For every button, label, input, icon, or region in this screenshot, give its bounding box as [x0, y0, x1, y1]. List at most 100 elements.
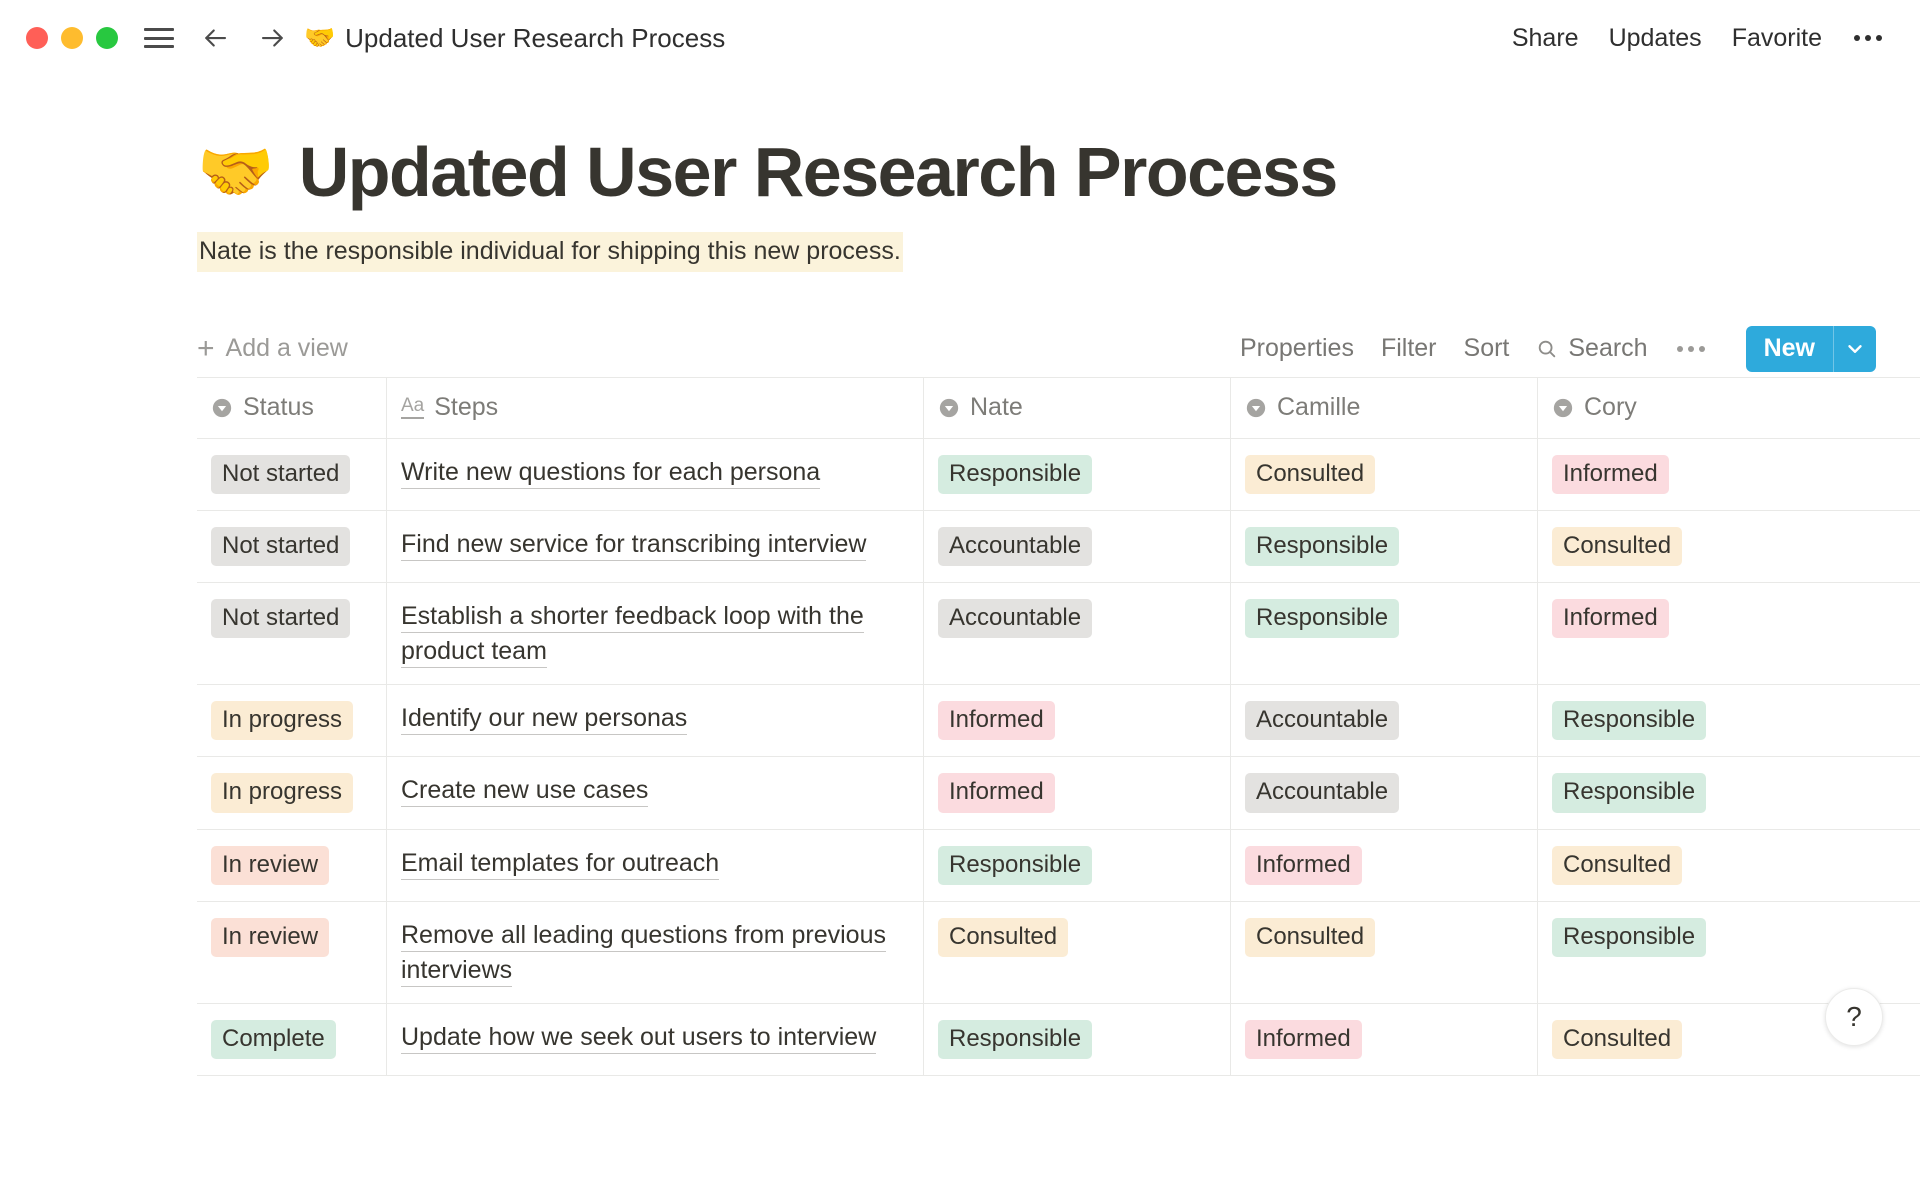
minimize-window-button[interactable] — [61, 27, 83, 49]
cell-status[interactable]: Not started — [197, 510, 387, 583]
cell-status[interactable]: Complete — [197, 1004, 387, 1076]
step-title-link[interactable]: Email templates for outreach — [401, 846, 720, 881]
cell-cory[interactable]: Consulted — [1538, 1004, 1920, 1075]
raci-badge-cory[interactable]: Consulted — [1552, 526, 1683, 567]
breadcrumb[interactable]: 🤝 Updated User Research Process — [304, 23, 725, 54]
step-title-link[interactable]: Remove all leading questions from previo… — [401, 918, 909, 987]
cell-steps[interactable]: Create new use cases — [387, 757, 924, 829]
cell-cory[interactable]: Responsible — [1538, 757, 1920, 828]
cell-nate[interactable]: Responsible — [924, 438, 1231, 510]
raci-badge-nate[interactable]: Responsible — [938, 845, 1093, 886]
search-button[interactable]: Search — [1536, 334, 1648, 363]
table-row[interactable]: In review Remove all leading questions fr… — [197, 902, 1920, 1005]
cell-cory[interactable]: Informed — [1538, 583, 1920, 684]
raci-badge-camille[interactable]: Accountable — [1245, 701, 1400, 741]
raci-badge-camille[interactable]: Responsible — [1245, 526, 1400, 567]
help-button[interactable]: ? — [1825, 988, 1883, 1047]
raci-badge-cory[interactable]: Responsible — [1552, 773, 1707, 813]
cell-camille[interactable]: Informed — [1231, 829, 1538, 902]
table-column-header-cory[interactable]: Cory — [1538, 378, 1920, 438]
cell-nate[interactable]: Informed — [924, 685, 1231, 757]
raci-badge-camille[interactable]: Informed — [1245, 1020, 1362, 1060]
table-row[interactable]: Not started Find new service for transcri… — [197, 510, 1920, 584]
cell-camille[interactable]: Accountable — [1231, 685, 1538, 757]
cell-nate[interactable]: Informed — [924, 757, 1231, 829]
cell-status[interactable]: In progress — [197, 685, 387, 757]
cell-status[interactable]: In review — [197, 829, 387, 902]
hamburger-menu-icon[interactable] — [144, 26, 174, 50]
status-badge[interactable]: In progress — [211, 773, 354, 813]
filter-button[interactable]: Filter — [1380, 334, 1437, 362]
add-view-button[interactable]: + Add a view — [197, 333, 348, 364]
table-column-header-steps[interactable]: Aa Steps — [387, 377, 924, 438]
cell-steps[interactable]: Update how we seek out users to intervie… — [387, 1004, 924, 1076]
cell-cory[interactable]: Consulted — [1538, 511, 1920, 582]
arrow-left-icon[interactable] — [198, 21, 232, 55]
table-row[interactable]: Complete Update how we seek out users to … — [197, 1004, 1920, 1077]
step-title-link[interactable]: Identify our new personas — [401, 701, 688, 736]
raci-badge-nate[interactable]: Informed — [938, 773, 1055, 813]
cell-steps[interactable]: Remove all leading questions from previo… — [387, 902, 924, 1004]
cell-nate[interactable]: Responsible — [924, 1004, 1231, 1076]
status-badge[interactable]: In review — [211, 918, 330, 958]
properties-button[interactable]: Properties — [1240, 334, 1354, 362]
step-title-link[interactable]: Create new use cases — [401, 773, 649, 808]
raci-badge-cory[interactable]: Responsible — [1552, 918, 1707, 958]
status-badge[interactable]: Complete — [211, 1020, 336, 1060]
raci-badge-cory[interactable]: Consulted — [1552, 1020, 1683, 1060]
page-title[interactable]: 🤝 Updated User Research Process — [197, 135, 1920, 210]
close-window-button[interactable] — [26, 27, 48, 49]
step-title-link[interactable]: Write new questions for each persona — [401, 455, 821, 490]
table-row[interactable]: In progress Create new use cases Informed A… — [197, 757, 1920, 830]
cell-steps[interactable]: Email templates for outreach — [387, 829, 924, 902]
cell-status[interactable]: In progress — [197, 757, 387, 829]
step-title-link[interactable]: Find new service for transcribing interv… — [401, 527, 867, 562]
raci-badge-camille[interactable]: Accountable — [1245, 773, 1400, 813]
updates-button[interactable]: Updates — [1608, 23, 1702, 52]
cell-camille[interactable]: Accountable — [1231, 757, 1538, 829]
raci-badge-nate[interactable]: Accountable — [938, 599, 1093, 639]
raci-badge-nate[interactable]: Accountable — [938, 526, 1093, 567]
cell-status[interactable]: Not started — [197, 583, 387, 685]
cell-camille[interactable]: Responsible — [1231, 510, 1538, 583]
share-button[interactable]: Share — [1511, 23, 1579, 52]
step-title-link[interactable]: Establish a shorter feedback loop with t… — [401, 599, 909, 668]
arrow-right-icon[interactable] — [256, 21, 290, 55]
cell-steps[interactable]: Find new service for transcribing interv… — [387, 510, 924, 583]
favorite-button[interactable]: Favorite — [1731, 23, 1822, 52]
cell-steps[interactable]: Write new questions for each persona — [387, 438, 924, 510]
raci-badge-nate[interactable]: Responsible — [938, 1020, 1093, 1060]
cell-cory[interactable]: Responsible — [1538, 902, 1920, 1003]
cell-camille[interactable]: Consulted — [1231, 438, 1538, 510]
raci-badge-cory[interactable]: Consulted — [1552, 845, 1683, 886]
raci-badge-camille[interactable]: Consulted — [1245, 918, 1376, 958]
status-badge[interactable]: Not started — [211, 599, 351, 639]
cell-camille[interactable]: Consulted — [1231, 902, 1538, 1004]
new-button[interactable]: New — [1745, 325, 1876, 372]
cell-status[interactable]: In review — [197, 902, 387, 1004]
view-more-icon[interactable] — [1675, 340, 1707, 358]
raci-badge-camille[interactable]: Consulted — [1245, 454, 1376, 494]
status-badge[interactable]: In review — [211, 845, 330, 886]
cell-camille[interactable]: Responsible — [1231, 583, 1538, 685]
cell-nate[interactable]: Accountable — [924, 510, 1231, 583]
table-column-header-camille[interactable]: Camille — [1231, 377, 1538, 438]
table-row[interactable]: Not started Write new questions for each … — [197, 438, 1920, 511]
cell-cory[interactable]: Informed — [1538, 439, 1920, 510]
cell-nate[interactable]: Responsible — [924, 829, 1231, 902]
raci-badge-cory[interactable]: Informed — [1552, 454, 1669, 494]
chevron-down-icon[interactable] — [1834, 326, 1876, 372]
raci-badge-camille[interactable]: Informed — [1245, 845, 1362, 886]
table-column-header-nate[interactable]: Nate — [924, 377, 1231, 438]
table-row[interactable]: In review Email templates for outreach Res… — [197, 829, 1920, 903]
table-column-header-status[interactable]: Status — [197, 377, 387, 438]
cell-steps[interactable]: Establish a shorter feedback loop with t… — [387, 583, 924, 685]
cell-steps[interactable]: Identify our new personas — [387, 685, 924, 757]
cell-cory[interactable]: Responsible — [1538, 685, 1920, 756]
raci-badge-nate[interactable]: Responsible — [938, 454, 1093, 494]
status-badge[interactable]: In progress — [211, 701, 354, 741]
table-row[interactable]: In progress Identify our new personas Info… — [197, 685, 1920, 758]
cell-status[interactable]: Not started — [197, 438, 387, 510]
step-title-link[interactable]: Update how we seek out users to intervie… — [401, 1020, 877, 1055]
status-badge[interactable]: Not started — [211, 526, 351, 567]
